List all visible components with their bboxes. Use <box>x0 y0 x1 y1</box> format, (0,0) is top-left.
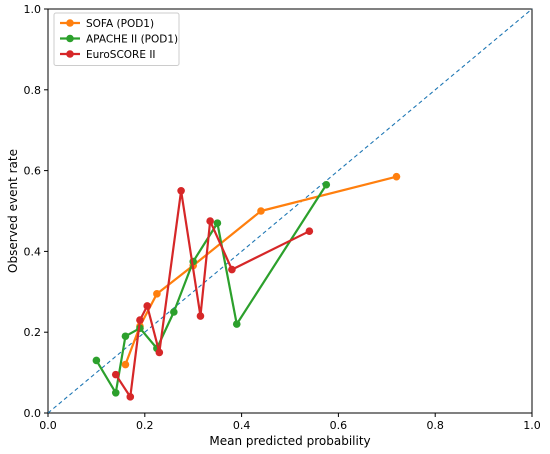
legend-marker <box>66 19 74 27</box>
y-tick-label: 0.2 <box>24 326 42 339</box>
legend-label: APACHE II (POD1) <box>86 34 178 46</box>
series-line <box>124 175 397 365</box>
series-layer <box>92 172 401 401</box>
data-point <box>136 316 144 324</box>
y-tick-label: 0.4 <box>24 245 42 258</box>
data-point <box>126 393 135 401</box>
data-point <box>322 180 331 189</box>
y-tick-label: 0.0 <box>24 407 42 420</box>
legend-label: SOFA (POD1) <box>86 18 154 30</box>
data-point <box>257 207 265 215</box>
data-point <box>177 187 185 195</box>
plot-frame <box>47 8 533 414</box>
data-point <box>170 308 178 316</box>
y-tick-label: 0.6 <box>24 165 42 178</box>
y-tick-label: 1.0 <box>24 3 42 16</box>
data-point <box>392 172 401 181</box>
data-point <box>92 356 101 365</box>
legend-item: APACHE II (POD1) <box>60 34 178 46</box>
data-point <box>111 389 120 397</box>
data-point <box>196 312 205 320</box>
y-tick-label: 0.8 <box>24 84 42 97</box>
series-line <box>95 184 328 394</box>
data-point <box>206 217 214 225</box>
data-point <box>155 348 164 357</box>
data-point <box>153 290 161 298</box>
legend-box <box>53 12 180 66</box>
legend: SOFA (POD1) APACHE II (POD1) EuroSCORE II <box>53 12 180 66</box>
x-axis: 0.0 0.2 0.4 0.6 0.8 1.0 <box>39 413 541 432</box>
x-tick-label: 0.4 <box>233 419 251 432</box>
legend-marker <box>66 34 74 43</box>
series-line <box>114 189 310 398</box>
data-point <box>305 227 314 235</box>
x-tick-label: 0.6 <box>330 419 348 432</box>
data-point <box>121 332 130 341</box>
reference-diagonal-line <box>47 8 533 414</box>
data-point <box>228 265 236 274</box>
data-point <box>143 302 152 310</box>
x-tick-label: 0.0 <box>39 419 57 432</box>
legend-marker <box>66 50 74 58</box>
y-axis-label: Observed event rate <box>6 149 20 273</box>
x-tick-label: 0.8 <box>426 419 444 432</box>
data-point <box>121 360 130 369</box>
data-point <box>232 320 241 328</box>
data-point <box>111 370 120 379</box>
data-point <box>213 219 222 227</box>
legend-item: EuroSCORE II <box>60 49 156 61</box>
legend-item: SOFA (POD1) <box>60 18 154 30</box>
legend-label: EuroSCORE II <box>86 49 156 61</box>
x-tick-label: 1.0 <box>523 419 541 432</box>
plot-area <box>47 8 533 414</box>
x-axis-label: Mean predicted probability <box>209 434 370 448</box>
series-euroscore-ii <box>111 187 314 401</box>
x-tick-label: 0.2 <box>136 419 154 432</box>
y-axis: 0.0 0.2 0.4 0.6 0.8 1.0 <box>24 3 48 420</box>
series-sofa-pod1 <box>121 172 401 369</box>
